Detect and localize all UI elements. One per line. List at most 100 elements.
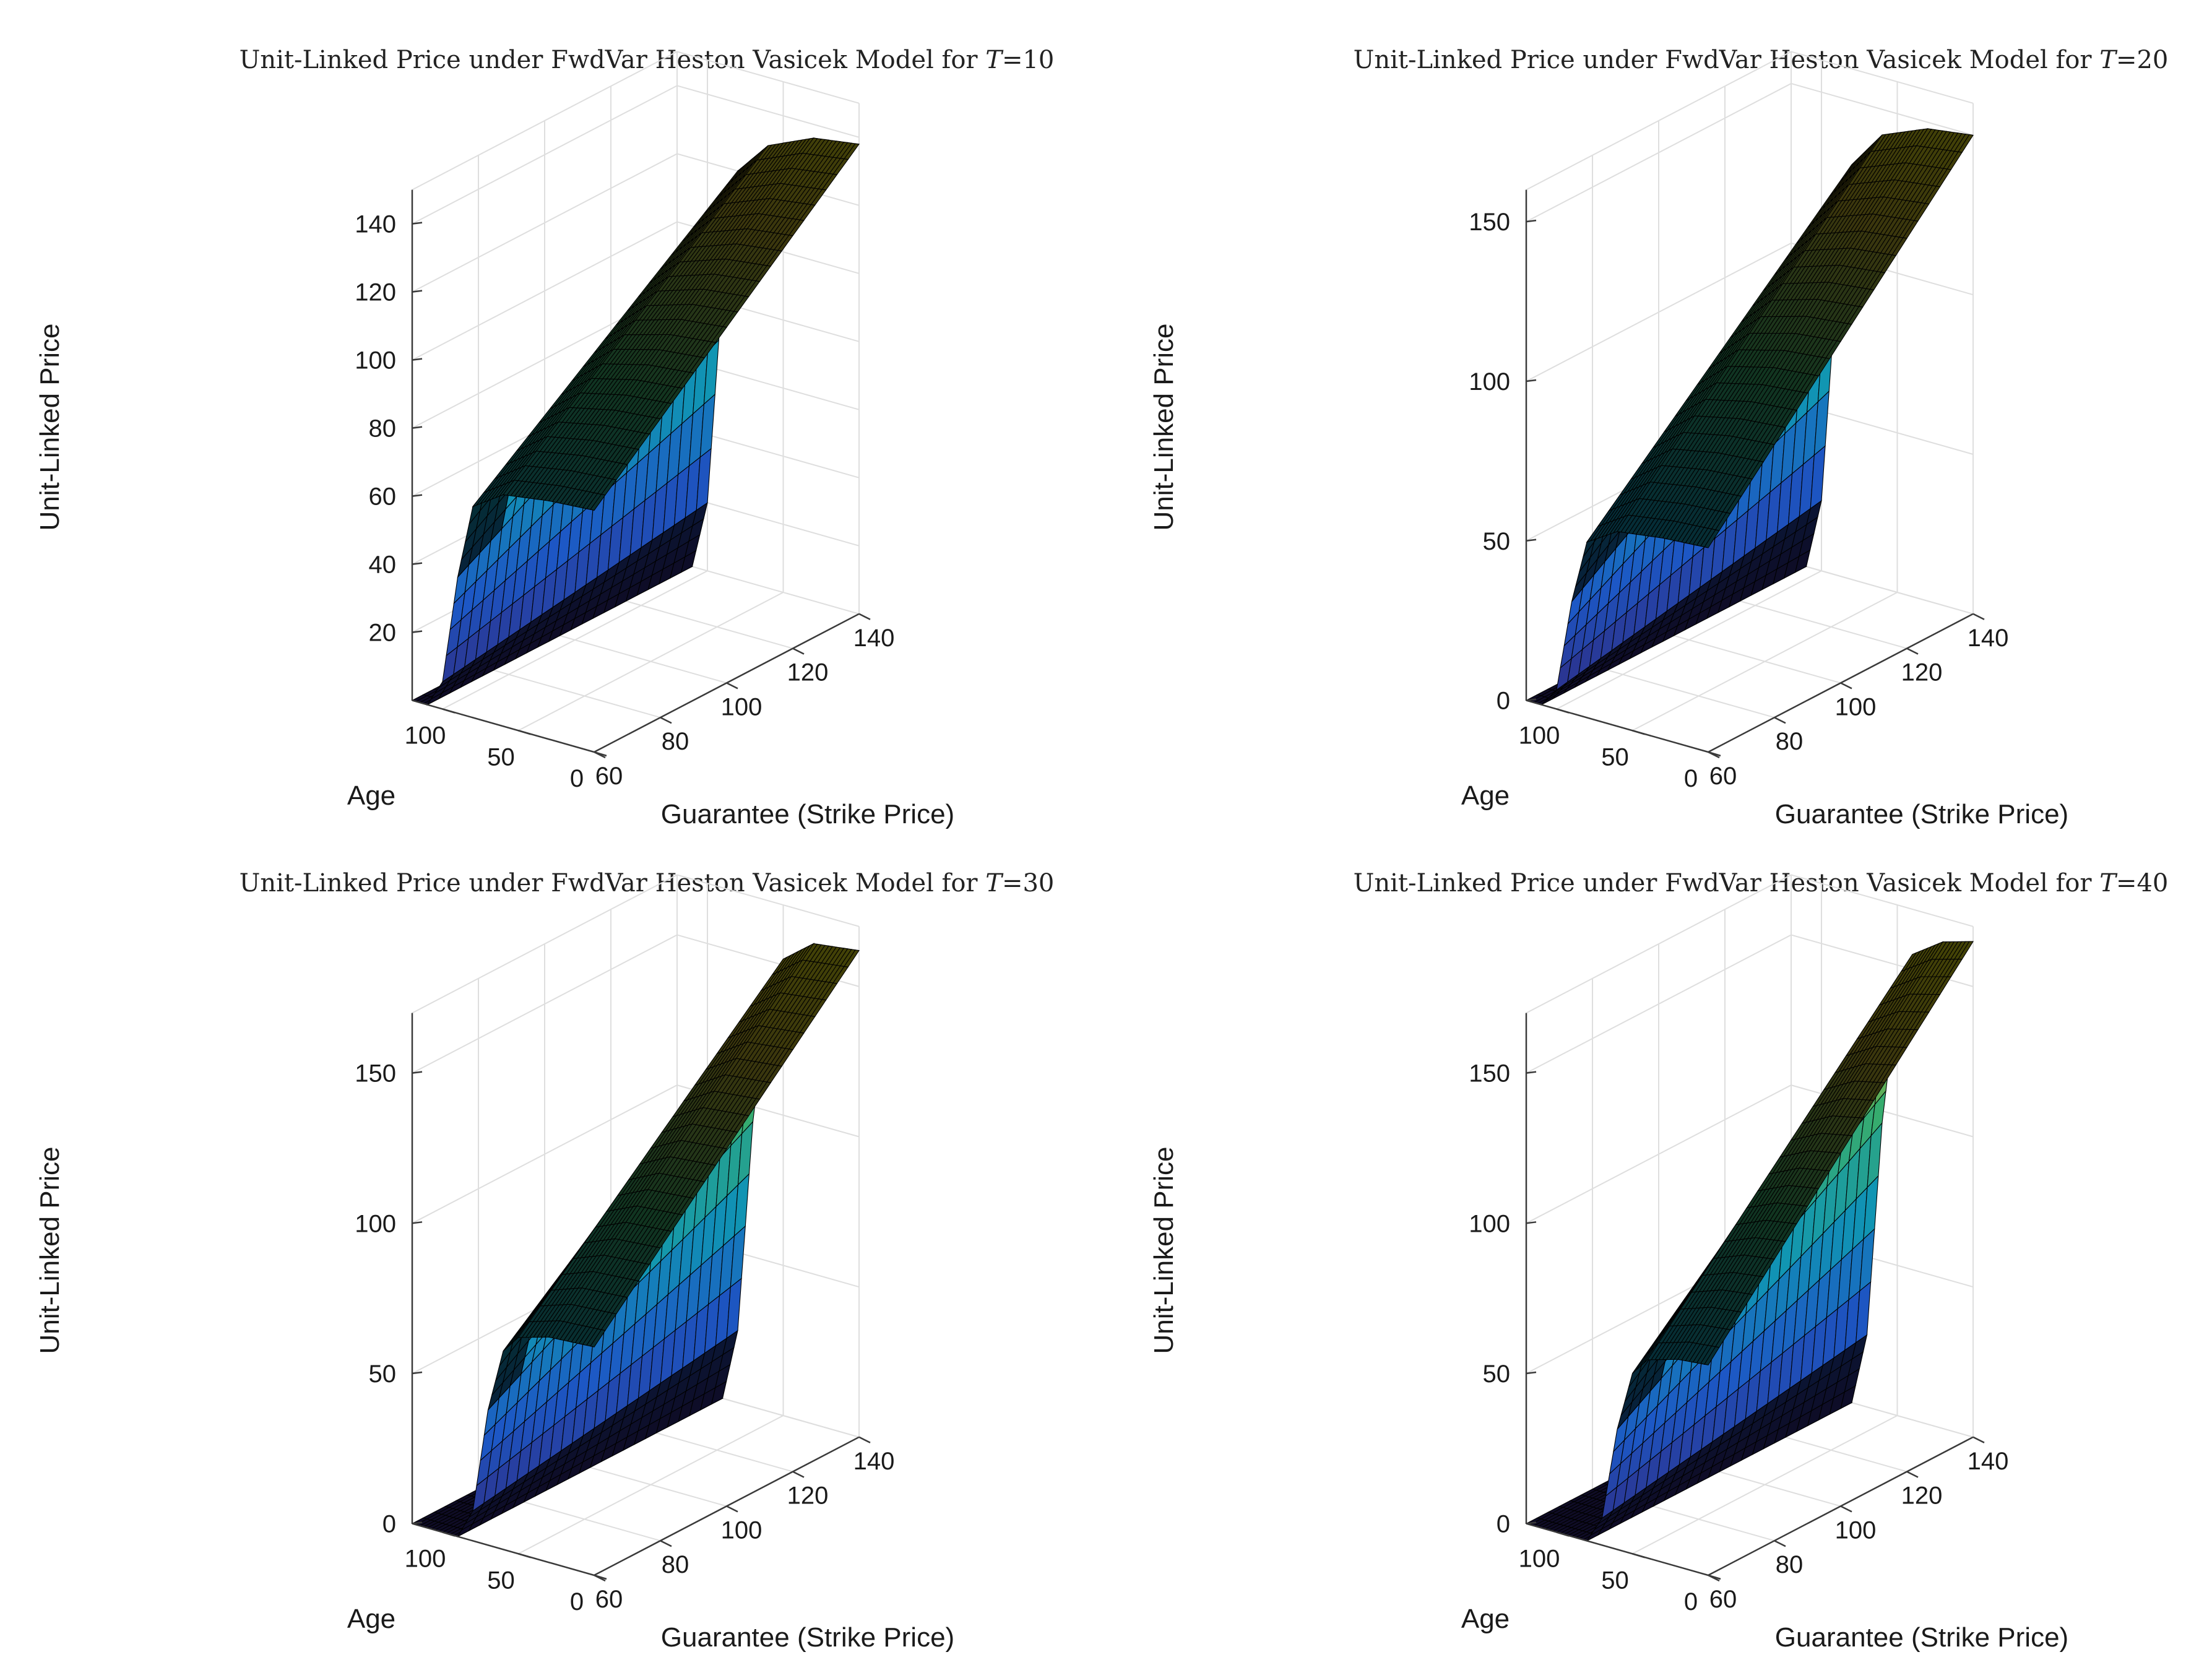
z-tick-label: 120 — [355, 279, 396, 306]
age-tick-label: 100 — [1519, 1546, 1560, 1573]
guarantee-tick-label: 120 — [787, 659, 829, 686]
z-tick-label: 100 — [1469, 368, 1510, 396]
x-axis-label-guarantee: Guarantee (Strike Price) — [1775, 799, 2068, 829]
z-tick-label: 50 — [1483, 1360, 1511, 1388]
x-axis-label-guarantee: Guarantee (Strike Price) — [661, 799, 954, 829]
guarantee-tick-label: 80 — [1776, 728, 1804, 755]
z-tick-label: 150 — [1469, 209, 1510, 236]
z-tick-label: 0 — [1497, 1511, 1510, 1538]
surface-layer — [411, 137, 860, 706]
tick-labels-layer: 20 40 60 80 100 120 140 0 50 100 60 80 100 120 140 — [355, 211, 894, 792]
wall-top-edge — [412, 51, 860, 191]
grid-line-guarantee-floor — [1724, 596, 1907, 649]
z-axis-label-price: Unit-Linked Price — [1149, 323, 1179, 530]
x-axis-label-guarantee: Guarantee (Strike Price) — [661, 1622, 954, 1653]
age-tick-label: 100 — [405, 722, 446, 750]
z-tick — [412, 358, 423, 361]
guarantee-tick-label: 80 — [662, 1551, 689, 1578]
z-axis-label-price: Unit-Linked Price — [1149, 1146, 1179, 1354]
guarantee-tick-label: 120 — [1901, 1482, 1943, 1510]
z-tick — [412, 426, 423, 429]
guarantee-tick-label: 120 — [1901, 659, 1943, 686]
z-tick-label: 150 — [1469, 1060, 1510, 1088]
guarantee-tick-label: 60 — [1709, 763, 1737, 790]
z-tick-label: 40 — [369, 551, 397, 579]
z-axis-label-price: Unit-Linked Price — [35, 1146, 65, 1354]
guarantee-tick-label: 140 — [853, 625, 895, 652]
guarantee-tick — [726, 682, 738, 690]
x-axis-label-guarantee: Guarantee (Strike Price) — [1775, 1622, 2068, 1653]
guarantee-tick-label: 100 — [721, 693, 763, 720]
z-tick-label: 80 — [369, 415, 397, 443]
age-tick-label: 0 — [570, 1588, 584, 1615]
z-tick — [412, 222, 423, 225]
z-tick-label: 0 — [382, 1511, 396, 1538]
z-tick — [412, 290, 423, 293]
y-axis-label-age: Age — [347, 781, 395, 811]
grid-line-guarantee-floor — [676, 561, 860, 615]
chart-panel-t10: Unit-Linked Price under FwdVar Heston Va… — [35, 46, 1054, 829]
z-tick-label: 50 — [1483, 528, 1511, 555]
z-tick-label: 150 — [355, 1060, 396, 1088]
age-tick-label: 50 — [487, 743, 515, 771]
age-tick — [442, 708, 456, 714]
z-tick-label: 20 — [369, 620, 397, 647]
grid-line-guarantee-floor — [1791, 561, 1974, 615]
age-tick-label: 0 — [1684, 765, 1698, 792]
axes-layer — [411, 189, 871, 759]
z-tick-label: 50 — [369, 1360, 397, 1388]
guarantee-tick — [660, 717, 672, 724]
z-tick-label: 0 — [1497, 688, 1510, 715]
grid-line-guarantee-floor — [478, 665, 661, 719]
chart-title: Unit-Linked Price under FwdVar Heston Va… — [240, 869, 1055, 897]
z-tick-label: 140 — [355, 211, 396, 238]
z-tick-label: 100 — [1469, 1210, 1510, 1237]
age-tick-label: 50 — [1601, 1567, 1629, 1594]
z-tick — [412, 630, 423, 633]
age-tick-label: 0 — [570, 765, 584, 792]
chart-panel-t20: Unit-Linked Price under FwdVar Heston Va… — [1149, 46, 2168, 829]
surface-patch — [844, 143, 860, 160]
y-axis-label-age: Age — [1461, 1604, 1510, 1634]
chart-title: Unit-Linked Price under FwdVar Heston Va… — [1354, 869, 2169, 897]
z-tick-label: 100 — [355, 347, 396, 374]
guarantee-tick — [858, 613, 871, 620]
z-axis-label-price: Unit-Linked Price — [35, 323, 65, 530]
wall-top-edge — [1526, 51, 1974, 191]
grid-layer — [1526, 51, 1974, 753]
guarantee-tick-label: 140 — [853, 1448, 895, 1475]
guarantee-tick-label: 60 — [595, 763, 623, 790]
age-tick-label: 0 — [1684, 1588, 1698, 1615]
chart-title: Unit-Linked Price under FwdVar Heston Va… — [240, 46, 1055, 74]
y-axis-label-age: Age — [1461, 781, 1510, 811]
grid-line-guarantee-floor — [544, 631, 727, 684]
age-tick-label: 100 — [405, 1546, 446, 1573]
guarantee-tick-label: 80 — [662, 728, 689, 755]
grid-line-guarantee-floor — [1658, 631, 1841, 684]
guarantee-tick — [594, 751, 606, 759]
age-tick-label: 50 — [487, 1567, 515, 1594]
guarantee-tick-label: 100 — [721, 1516, 763, 1544]
guarantee-tick-label: 60 — [595, 1586, 623, 1613]
guarantee-tick-label: 140 — [1968, 1448, 2009, 1475]
guarantee-tick — [792, 647, 805, 655]
guarantee-tick-label: 60 — [1709, 1586, 1737, 1613]
z-tick — [412, 494, 423, 497]
age-tick-label: 50 — [1601, 743, 1629, 771]
z-tick-label: 60 — [369, 483, 397, 511]
grid-line-guarantee-floor — [1592, 665, 1775, 719]
guarantee-tick-label: 100 — [1835, 1516, 1877, 1544]
age-tick — [518, 730, 531, 735]
guarantee-tick-label: 120 — [787, 1482, 829, 1510]
chart-title: Unit-Linked Price under FwdVar Heston Va… — [1354, 46, 2169, 74]
guarantee-tick-label: 100 — [1835, 693, 1877, 720]
z-tick-label: 100 — [355, 1210, 396, 1237]
grid-line-guarantee-floor — [610, 596, 793, 649]
guarantee-tick-label: 140 — [1968, 625, 2009, 652]
guarantee-tick-label: 80 — [1776, 1551, 1804, 1578]
age-tick-label: 100 — [1519, 722, 1560, 750]
z-tick — [412, 562, 423, 565]
y-axis-label-age: Age — [347, 1604, 395, 1634]
surface-layer — [1525, 128, 1974, 706]
